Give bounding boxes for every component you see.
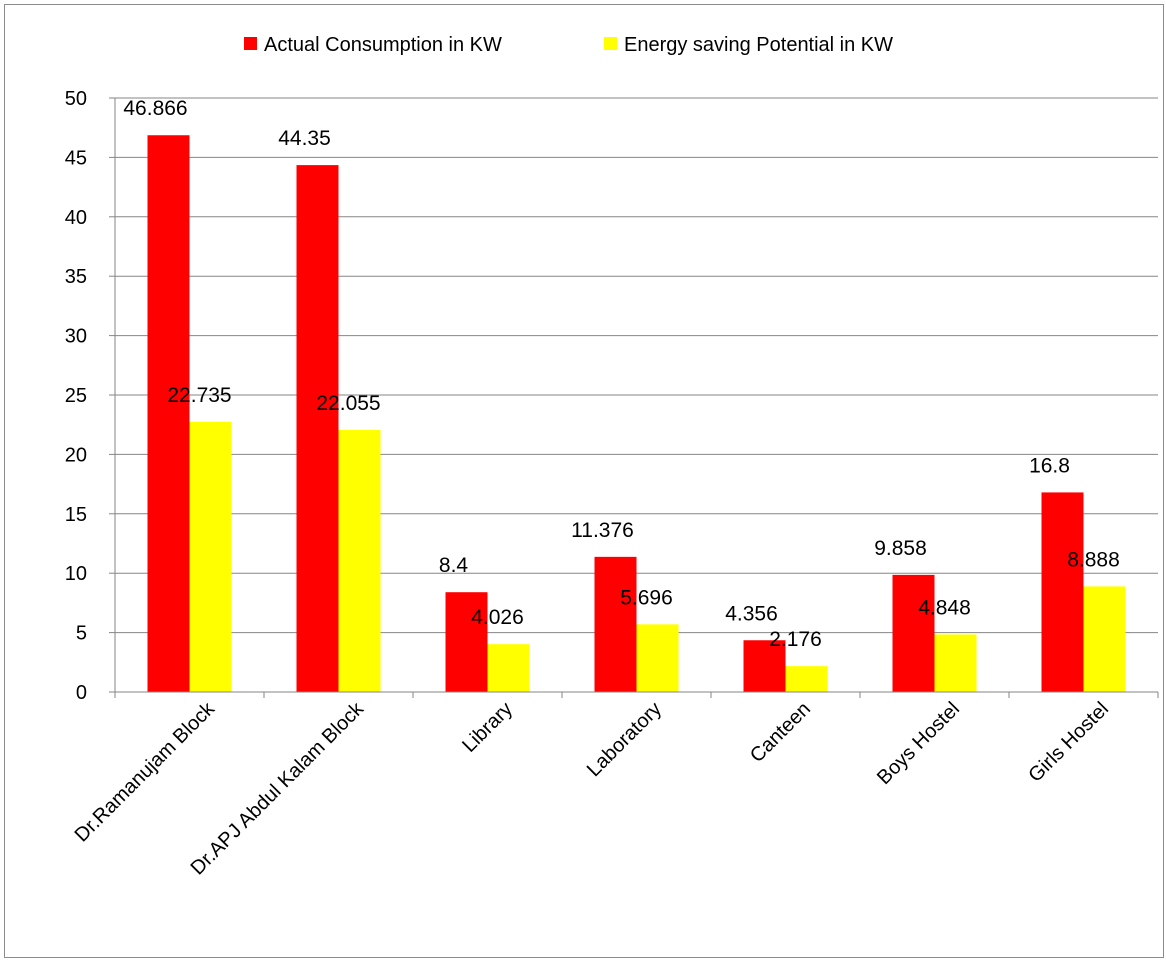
bar-actual-consumption (892, 574, 935, 692)
bar-energy-saving (636, 624, 679, 692)
data-label-actual: 4.356 (725, 602, 778, 625)
category-label: Dr.Ramanujam Block (71, 697, 220, 846)
data-label-saving: 22.735 (167, 384, 231, 407)
y-tick-label: 10 (65, 563, 87, 585)
category-label: Boys Hostel (873, 698, 964, 789)
bar-actual-consumption (296, 165, 339, 692)
data-label-actual: 11.376 (571, 519, 634, 542)
legend-swatch-saving (604, 37, 617, 50)
bars (147, 135, 1126, 692)
category-label: Girls Hostel (1024, 698, 1113, 787)
category-label: Laboratory (583, 698, 666, 781)
y-tick-label: 30 (65, 326, 87, 348)
y-tick-label: 20 (65, 444, 87, 466)
data-label-actual: 16.8 (1029, 454, 1070, 477)
legend-swatch-actual (244, 37, 257, 50)
bar-energy-saving (1083, 586, 1126, 692)
y-tick-label: 40 (65, 207, 87, 229)
y-tick-label: 15 (65, 504, 87, 526)
bar-actual-consumption (743, 640, 786, 692)
bar-actual-consumption (147, 135, 190, 692)
bar-energy-saving (487, 644, 530, 692)
y-tick-label: 45 (65, 147, 87, 169)
category-label: Canteen (746, 698, 815, 767)
data-label-actual: 9.858 (874, 537, 927, 560)
bar-actual-consumption (594, 556, 637, 692)
y-tick-label: 0 (76, 682, 87, 704)
data-label-actual: 46.866 (123, 97, 187, 120)
legend: Actual Consumption in KW Energy saving Po… (244, 34, 893, 56)
y-axis: 0 5 10 15 20 25 30 35 40 45 50 (65, 88, 116, 704)
data-labels: 46.866 22.735 44.35 22.055 8.4 4.026 11.376 5.6… (123, 97, 1119, 651)
y-tick-label: 5 (76, 623, 87, 645)
y-tick-label: 35 (65, 266, 87, 288)
bar-energy-saving (934, 634, 977, 692)
data-label-saving: 2.176 (769, 628, 822, 651)
y-tick-label: 25 (65, 385, 87, 407)
data-label-saving: 8.888 (1067, 548, 1120, 571)
gridlines (115, 97, 1158, 634)
data-label-saving: 22.055 (316, 392, 380, 415)
data-label-saving: 4.848 (918, 596, 971, 619)
bar-actual-consumption (445, 592, 488, 692)
legend-label-actual: Actual Consumption in KW (264, 34, 502, 56)
bar-energy-saving (189, 421, 232, 692)
bar-actual-consumption (1041, 492, 1084, 692)
y-tick-label: 50 (65, 88, 87, 110)
bar-energy-saving (785, 666, 828, 692)
legend-label-saving: Energy saving Potential in KW (624, 34, 893, 56)
data-label-actual: 8.4 (439, 554, 469, 577)
bar-energy-saving (338, 429, 381, 692)
data-label-saving: 4.026 (471, 606, 524, 629)
category-label: Library (458, 698, 517, 757)
data-label-actual: 44.35 (278, 127, 331, 150)
data-label-saving: 5.696 (620, 586, 673, 609)
category-label: Dr.APJ Abdul Kalam Block (187, 697, 369, 879)
